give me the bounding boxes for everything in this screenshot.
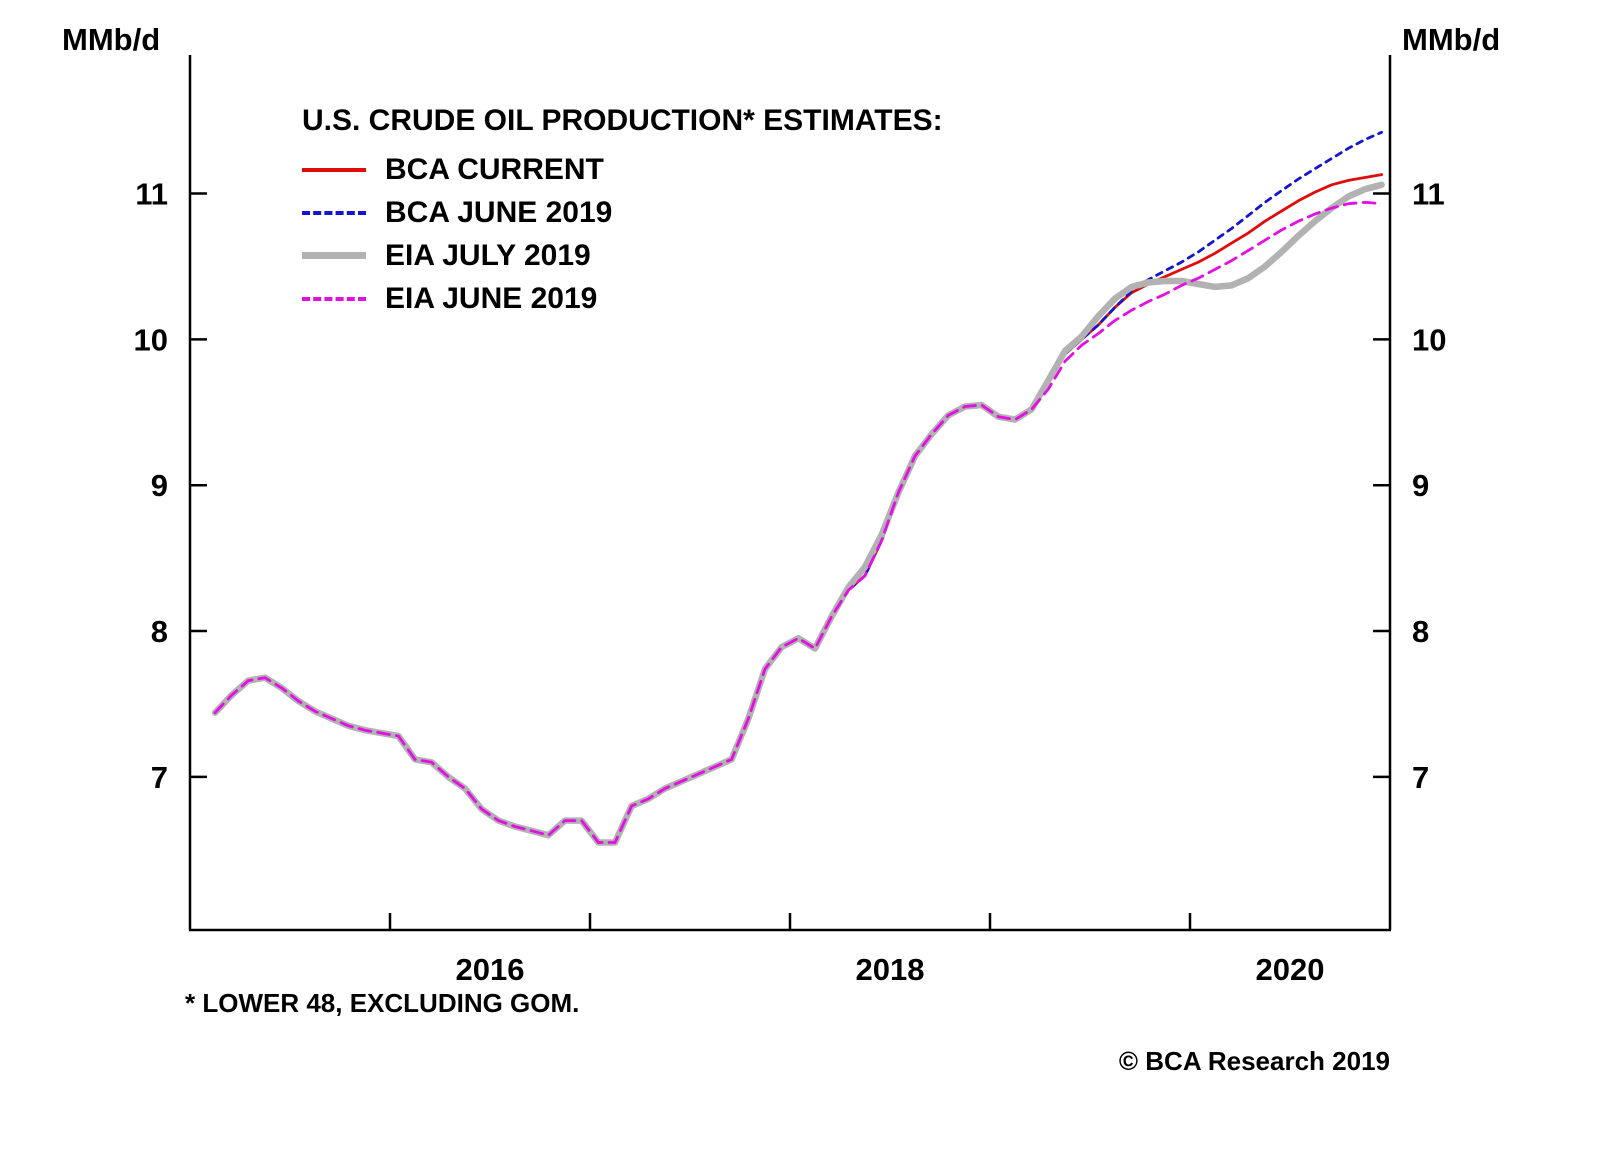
y-tick-label-left: 10 <box>134 322 168 357</box>
x-tick-label: 2018 <box>856 952 925 987</box>
footnote: * LOWER 48, EXCLUDING GOM. <box>185 988 580 1018</box>
y-tick-label-left: 9 <box>151 468 168 503</box>
legend-label-eia-june-2019: EIA JUNE 2019 <box>385 281 598 315</box>
legend-line-sample-magenta-dashed <box>302 296 366 301</box>
legend-label-bca-june-2019: BCA JUNE 2019 <box>385 195 613 229</box>
legend-item-eia-june-2019: EIA JUNE 2019 <box>302 277 943 320</box>
legend: U.S. CRUDE OIL PRODUCTION* ESTIMATES: BC… <box>302 104 943 320</box>
y-tick-label-right: 7 <box>1412 760 1429 795</box>
series-line-eia-june-2019 <box>213 200 1383 844</box>
legend-line-sample-gray-thick <box>302 252 366 259</box>
y-tick-label-right: 8 <box>1412 614 1429 649</box>
y-tick-label-right: 9 <box>1412 468 1429 503</box>
copyright: © BCA Research 2019 <box>1118 1046 1390 1076</box>
y-tick-label-left: 7 <box>151 760 168 795</box>
y-axis-unit-right: MMb/d <box>1402 22 1501 57</box>
legend-label-eia-july-2019: EIA JULY 2019 <box>385 238 591 272</box>
y-tick-label-right: 10 <box>1412 322 1446 357</box>
y-tick-label-left: 8 <box>151 614 168 649</box>
x-tick-label: 2016 <box>456 952 525 987</box>
legend-item-bca-current: BCA CURRENT <box>302 148 943 191</box>
legend-line-sample-blue-dashed <box>302 210 366 215</box>
y-tick-label-right: 11 <box>1412 177 1445 212</box>
x-tick-label: 2020 <box>1256 952 1325 987</box>
legend-label-bca-current: BCA CURRENT <box>385 152 604 186</box>
legend-line-sample-red-solid <box>302 167 366 172</box>
legend-item-eia-july-2019: EIA JULY 2019 <box>302 234 943 277</box>
chart-title: U.S. CRUDE OIL PRODUCTION* ESTIMATES: <box>302 104 943 137</box>
legend-item-bca-june-2019: BCA JUNE 2019 <box>302 191 943 234</box>
y-axis-unit-left: MMb/d <box>62 22 161 57</box>
y-tick-label-left: 11 <box>135 177 168 212</box>
